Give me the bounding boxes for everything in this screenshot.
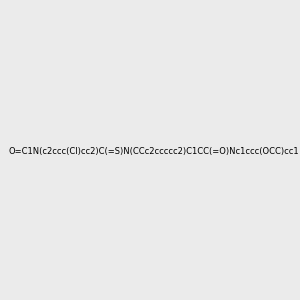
Text: O=C1N(c2ccc(Cl)cc2)C(=S)N(CCc2ccccc2)C1CC(=O)Nc1ccc(OCC)cc1: O=C1N(c2ccc(Cl)cc2)C(=S)N(CCc2ccccc2)C1C… — [8, 147, 299, 156]
